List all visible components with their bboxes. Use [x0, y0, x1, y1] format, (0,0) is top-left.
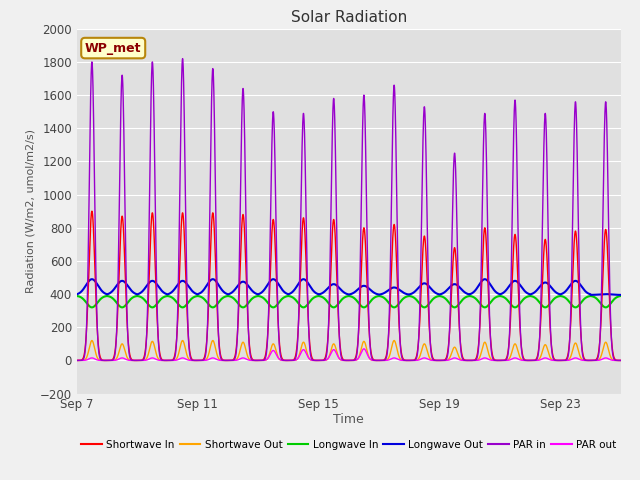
Text: WP_met: WP_met [85, 42, 141, 55]
PAR in [170, 356, 178, 362]
Longwave In [170, 297, 178, 302]
Longwave Out [95, 284, 103, 290]
PAR in [617, 358, 625, 363]
Line: PAR in: PAR in [77, 59, 621, 360]
Longwave Out [587, 292, 595, 298]
PAR out [255, 358, 263, 363]
PAR out [170, 358, 178, 363]
Longwave Out [88, 276, 96, 282]
PAR out [95, 358, 102, 363]
Title: Solar Radiation: Solar Radiation [291, 10, 407, 25]
Shortwave Out [73, 358, 81, 363]
Longwave In [95, 298, 103, 304]
Longwave In [611, 296, 618, 301]
PAR out [617, 358, 625, 363]
Longwave Out [397, 288, 404, 293]
PAR out [73, 358, 81, 363]
PAR in [611, 357, 618, 363]
Shortwave Out [88, 337, 96, 343]
Shortwave Out [173, 354, 181, 360]
PAR in [95, 349, 102, 355]
Shortwave Out [436, 358, 444, 363]
Shortwave In [173, 323, 181, 329]
PAR in [397, 344, 404, 349]
Longwave In [617, 293, 625, 299]
Longwave Out [170, 287, 178, 292]
Shortwave In [611, 356, 618, 362]
Shortwave Out [95, 357, 103, 362]
Longwave Out [255, 291, 263, 297]
Shortwave Out [611, 358, 618, 363]
Longwave Out [73, 291, 81, 297]
Longwave In [255, 293, 263, 299]
Shortwave In [617, 358, 625, 363]
PAR in [73, 358, 81, 363]
PAR in [255, 358, 263, 363]
PAR out [397, 357, 404, 363]
Shortwave In [88, 208, 96, 214]
Longwave Out [173, 282, 181, 288]
PAR out [173, 357, 181, 363]
Shortwave Out [255, 358, 263, 363]
PAR out [611, 358, 618, 363]
Shortwave Out [617, 358, 625, 363]
Line: PAR out: PAR out [77, 349, 621, 360]
PAR out [360, 346, 368, 352]
Longwave Out [611, 292, 618, 298]
Shortwave Out [170, 358, 178, 363]
Shortwave In [73, 358, 81, 363]
Line: Longwave Out: Longwave Out [77, 279, 621, 295]
Longwave Out [617, 292, 625, 298]
Longwave In [73, 293, 81, 299]
Shortwave In [436, 358, 444, 363]
Legend: Shortwave In, Shortwave Out, Longwave In, Longwave Out, PAR in, PAR out: Shortwave In, Shortwave Out, Longwave In… [77, 436, 621, 454]
Line: Shortwave In: Shortwave In [77, 211, 621, 360]
Longwave In [173, 300, 181, 306]
PAR in [179, 56, 186, 61]
Shortwave In [170, 354, 178, 360]
Line: Shortwave Out: Shortwave Out [77, 340, 621, 360]
Longwave In [88, 304, 96, 310]
Shortwave In [397, 342, 404, 348]
Shortwave In [95, 348, 103, 353]
Shortwave Out [397, 356, 404, 362]
Shortwave In [255, 358, 263, 363]
Line: Longwave In: Longwave In [77, 296, 621, 307]
PAR in [436, 358, 444, 363]
PAR in [173, 320, 181, 326]
X-axis label: Time: Time [333, 413, 364, 426]
Longwave In [397, 299, 404, 305]
Y-axis label: Radiation (W/m2, umol/m2/s): Radiation (W/m2, umol/m2/s) [26, 129, 36, 293]
